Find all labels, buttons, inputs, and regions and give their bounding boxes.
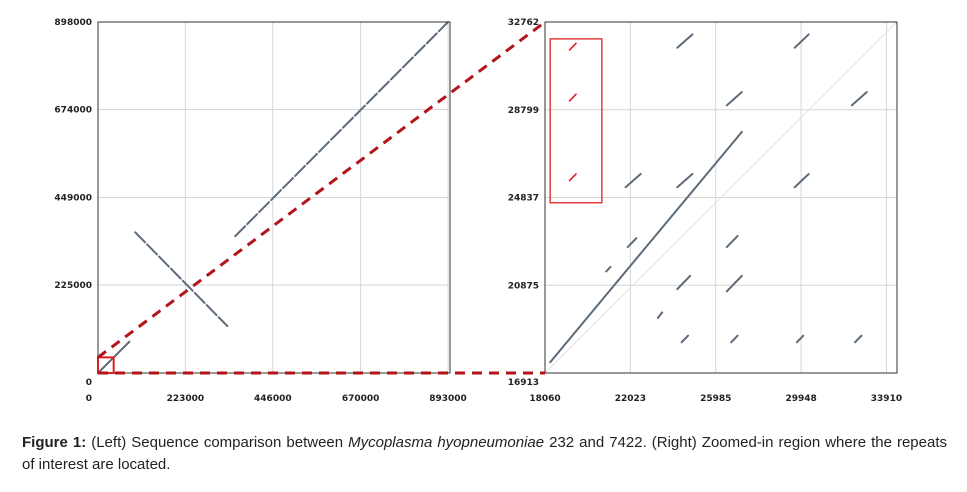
x-tick-label: 0 — [86, 394, 92, 404]
x-tick-label: 18060 — [529, 394, 560, 404]
alignment-segment — [730, 334, 739, 344]
x-tick-label: 893000 — [429, 394, 467, 404]
alignment-segment — [795, 334, 805, 344]
connector-top — [97, 20, 546, 359]
y-tick-label: 0 — [86, 378, 92, 388]
alignment-segment — [134, 231, 229, 328]
caption-species: Mycoplasma hyopneumoniae — [348, 434, 545, 451]
y-tick-label: 898000 — [54, 18, 92, 28]
alignment-segment — [725, 91, 743, 107]
repeat-segment — [568, 173, 577, 182]
y-tick-label: 20875 — [508, 281, 539, 291]
x-tick-label: 223000 — [167, 394, 205, 404]
alignment-segment — [680, 334, 690, 344]
alignment-segment — [725, 234, 739, 249]
caption-label: Figure 1: — [22, 434, 87, 451]
alignment-segment — [626, 237, 638, 249]
plot-frame — [544, 21, 898, 374]
caption-text-2: 232 and 7422. (Right) Zoomed-in region w… — [22, 434, 947, 473]
alignment-segment — [793, 172, 810, 189]
alignment-segment — [793, 33, 810, 49]
left-dotplot: 0 223000 446000 670000 893000 0 225000 449000 67… — [54, 18, 466, 404]
zoom-connectors — [97, 20, 546, 375]
alignment-segment — [850, 91, 868, 107]
alignment-segment — [676, 33, 694, 49]
x-tick-label: 29948 — [785, 394, 816, 404]
alignment-segment — [234, 21, 450, 238]
repeat-segment — [568, 93, 577, 102]
y-tick-label: 24837 — [508, 194, 539, 204]
right-dotplot-zoom: 18060 22023 25985 29948 33910 16913 20875 24837… — [508, 18, 902, 404]
x-tick-label: 33910 — [871, 394, 902, 404]
y-tick-label: 16913 — [508, 378, 539, 388]
caption-text-1: (Left) Sequence comparison between — [86, 434, 349, 451]
x-tick-label: 25985 — [700, 394, 731, 404]
alignment-segment — [656, 311, 664, 319]
x-tick-label: 446000 — [254, 394, 292, 404]
y-tick-label: 32762 — [508, 18, 539, 28]
figure-caption: Figure 1: (Left) Sequence comparison bet… — [22, 432, 947, 476]
figure: 0 223000 446000 670000 893000 0 225000 449000 67… — [54, 18, 902, 404]
x-tick-label: 670000 — [342, 394, 380, 404]
alignment-segment — [676, 172, 694, 189]
alignment-segment — [853, 334, 863, 344]
x-tick-label: 22023 — [615, 394, 646, 404]
alignment-segment — [605, 265, 612, 273]
y-tick-label: 28799 — [508, 106, 539, 116]
y-tick-label: 674000 — [54, 106, 92, 116]
alignment-segment — [624, 172, 642, 189]
y-tick-label: 225000 — [54, 281, 92, 291]
repeat-segment — [568, 42, 577, 51]
highlight-box — [549, 38, 603, 204]
alignment-segment — [725, 274, 743, 293]
alignment-segment — [549, 130, 743, 364]
identity-line — [544, 21, 898, 374]
alignment-segment — [676, 274, 692, 291]
y-tick-label: 449000 — [54, 194, 92, 204]
